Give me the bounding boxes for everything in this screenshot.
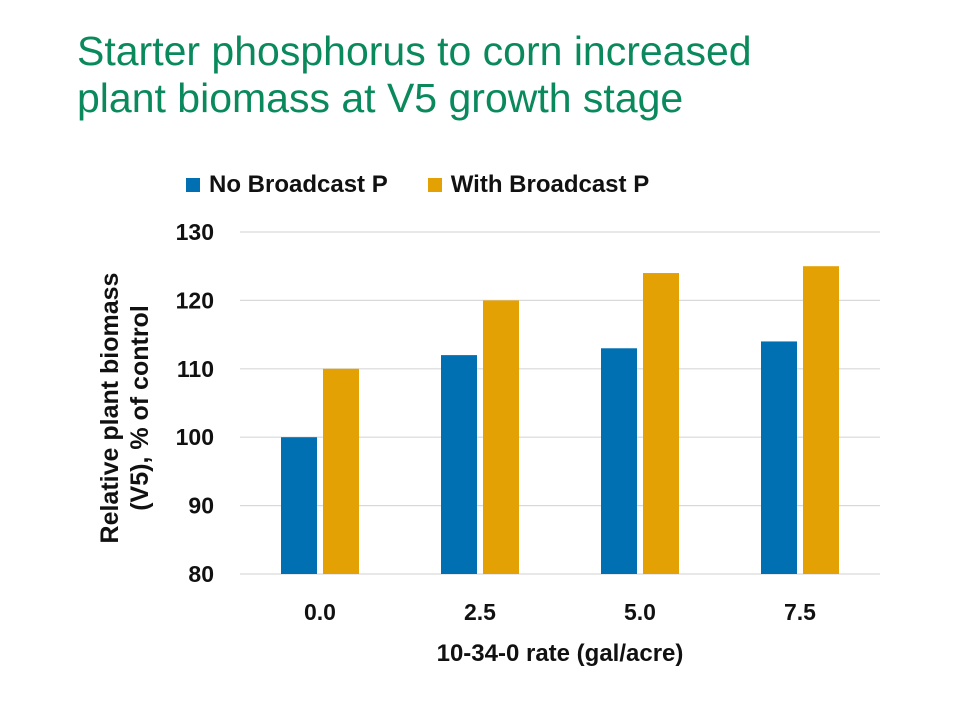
bar-with-broadcast-0.0 <box>323 368 359 574</box>
y-tick-label-130: 130 <box>176 219 214 245</box>
x-tick-label-5.0: 5.0 <box>624 599 656 625</box>
y-tick-label-110: 110 <box>177 356 214 382</box>
x-tick-label-7.5: 7.5 <box>784 599 816 625</box>
bar-with-broadcast-5.0 <box>643 273 679 574</box>
bar-no-broadcast-2.5 <box>441 355 477 574</box>
bar-with-broadcast-7.5 <box>803 266 839 574</box>
legend-label-with-broadcast: With Broadcast P <box>450 171 650 198</box>
x-axis-label: 10-34-0 rate (gal/acre) <box>436 640 684 667</box>
y-tick-label-120: 120 <box>176 287 214 313</box>
bar-no-broadcast-5.0 <box>601 348 637 574</box>
title-line-1: Starter phosphorus to corn increased <box>77 28 752 74</box>
legend-item-with-broadcast: With Broadcast P <box>427 171 650 199</box>
bar-no-broadcast-0.0 <box>281 437 317 574</box>
slide-title: Starter phosphorus to corn increased pla… <box>77 28 937 122</box>
x-tick-label-2.5: 2.5 <box>464 599 496 625</box>
legend-item-no-broadcast: No Broadcast P <box>186 171 388 199</box>
chart-legend: No Broadcast P With Broadcast P <box>186 170 689 200</box>
title-line-2: plant biomass at V5 growth stage <box>77 75 684 121</box>
bar-no-broadcast-7.5 <box>761 341 797 574</box>
legend-label-no-broadcast: No Broadcast P <box>209 171 388 198</box>
y-tick-label-100: 100 <box>176 424 214 450</box>
bar-with-broadcast-2.5 <box>483 300 519 574</box>
y-tick-label-80: 80 <box>188 561 214 587</box>
legend-swatch-with-broadcast <box>427 178 442 192</box>
x-tick-label-0.0: 0.0 <box>304 599 336 625</box>
legend-swatch-no-broadcast <box>186 178 200 192</box>
y-tick-label-90: 90 <box>188 493 214 519</box>
